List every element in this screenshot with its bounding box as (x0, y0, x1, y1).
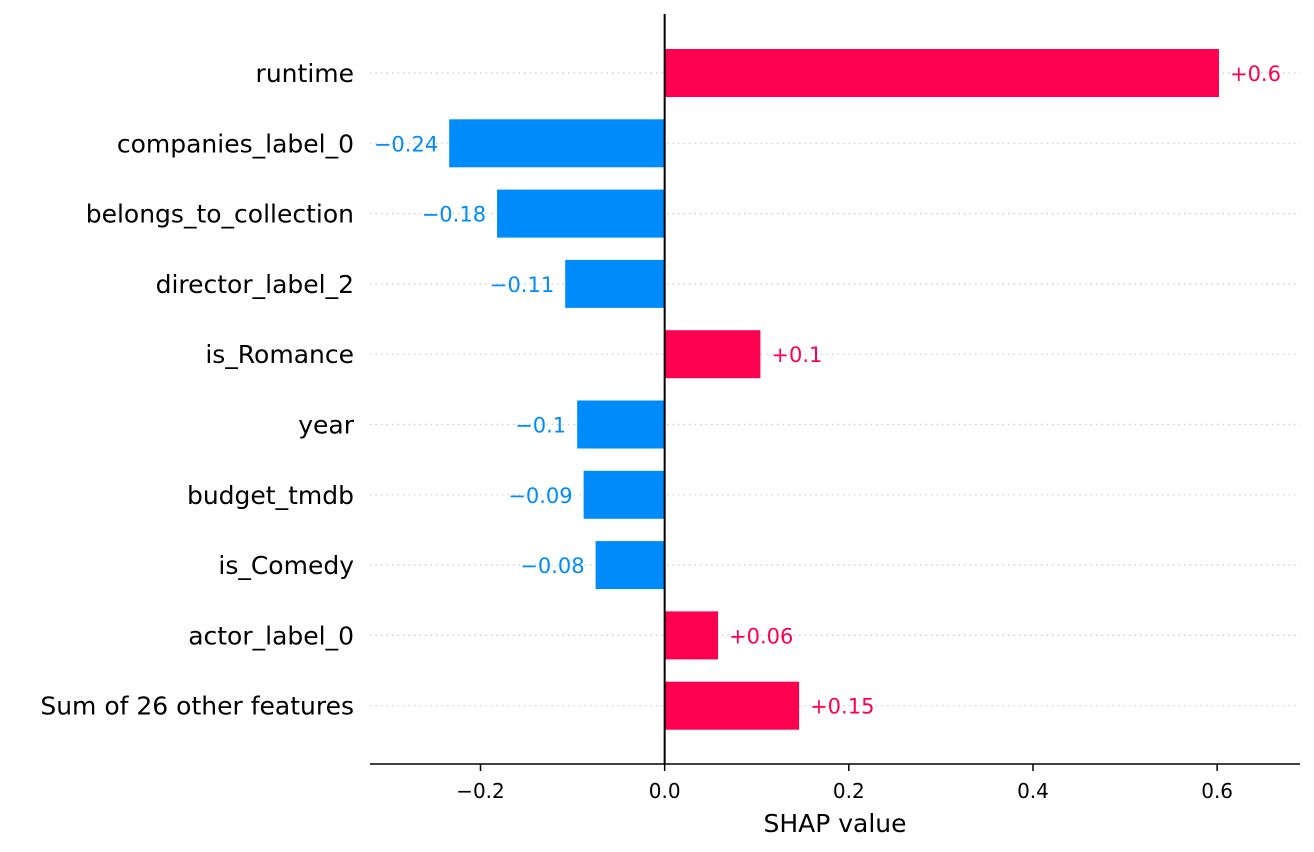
feature-label: director_label_2 (156, 270, 354, 299)
x-tick-label: 0.2 (833, 779, 865, 803)
feature-label: actor_label_0 (188, 621, 354, 650)
value-label: −0.11 (490, 273, 554, 297)
bar (664, 49, 1219, 97)
row-guides (370, 72, 1300, 707)
value-label: +0.1 (771, 343, 822, 367)
value-label: +0.6 (1230, 62, 1281, 86)
value-label: +0.06 (729, 624, 793, 648)
feature-label: is_Romance (205, 340, 354, 369)
feature-labels: runtime companies_label_0 belongs_to_colle… (40, 59, 354, 721)
value-labels: +0.6 −0.24 −0.18 −0.11 +0.1 −0.1 −0.09 −0.08 +0.… (374, 62, 1281, 719)
bar (577, 400, 665, 449)
bar (565, 259, 665, 308)
value-label: −0.08 (520, 554, 584, 578)
bars (449, 49, 1219, 730)
feature-label: belongs_to_collection (86, 200, 354, 229)
x-tick-label: −0.2 (456, 779, 505, 803)
feature-label: runtime (256, 59, 354, 88)
bar (664, 611, 719, 660)
bar (497, 189, 665, 238)
value-label: −0.18 (422, 203, 486, 227)
bar (664, 681, 800, 730)
feature-label: year (298, 411, 354, 440)
x-tick-label: 0.0 (649, 779, 681, 803)
feature-label: Sum of 26 other features (40, 692, 354, 721)
value-label: −0.1 (515, 414, 566, 438)
x-tick-label: 0.6 (1201, 779, 1233, 803)
x-axis: −0.2 0.0 0.2 0.4 0.6 (370, 763, 1300, 803)
value-label: −0.09 (508, 484, 572, 508)
bar (449, 119, 665, 168)
x-axis-title: SHAP value (763, 809, 906, 838)
bar (664, 330, 761, 379)
x-tick-label: 0.4 (1017, 779, 1049, 803)
value-label: +0.15 (810, 695, 874, 719)
bar (595, 541, 665, 590)
bar (583, 470, 665, 519)
feature-label: budget_tmdb (187, 481, 354, 510)
value-label: −0.24 (374, 132, 438, 156)
feature-label: companies_label_0 (117, 129, 354, 158)
feature-label: is_Comedy (218, 551, 354, 580)
